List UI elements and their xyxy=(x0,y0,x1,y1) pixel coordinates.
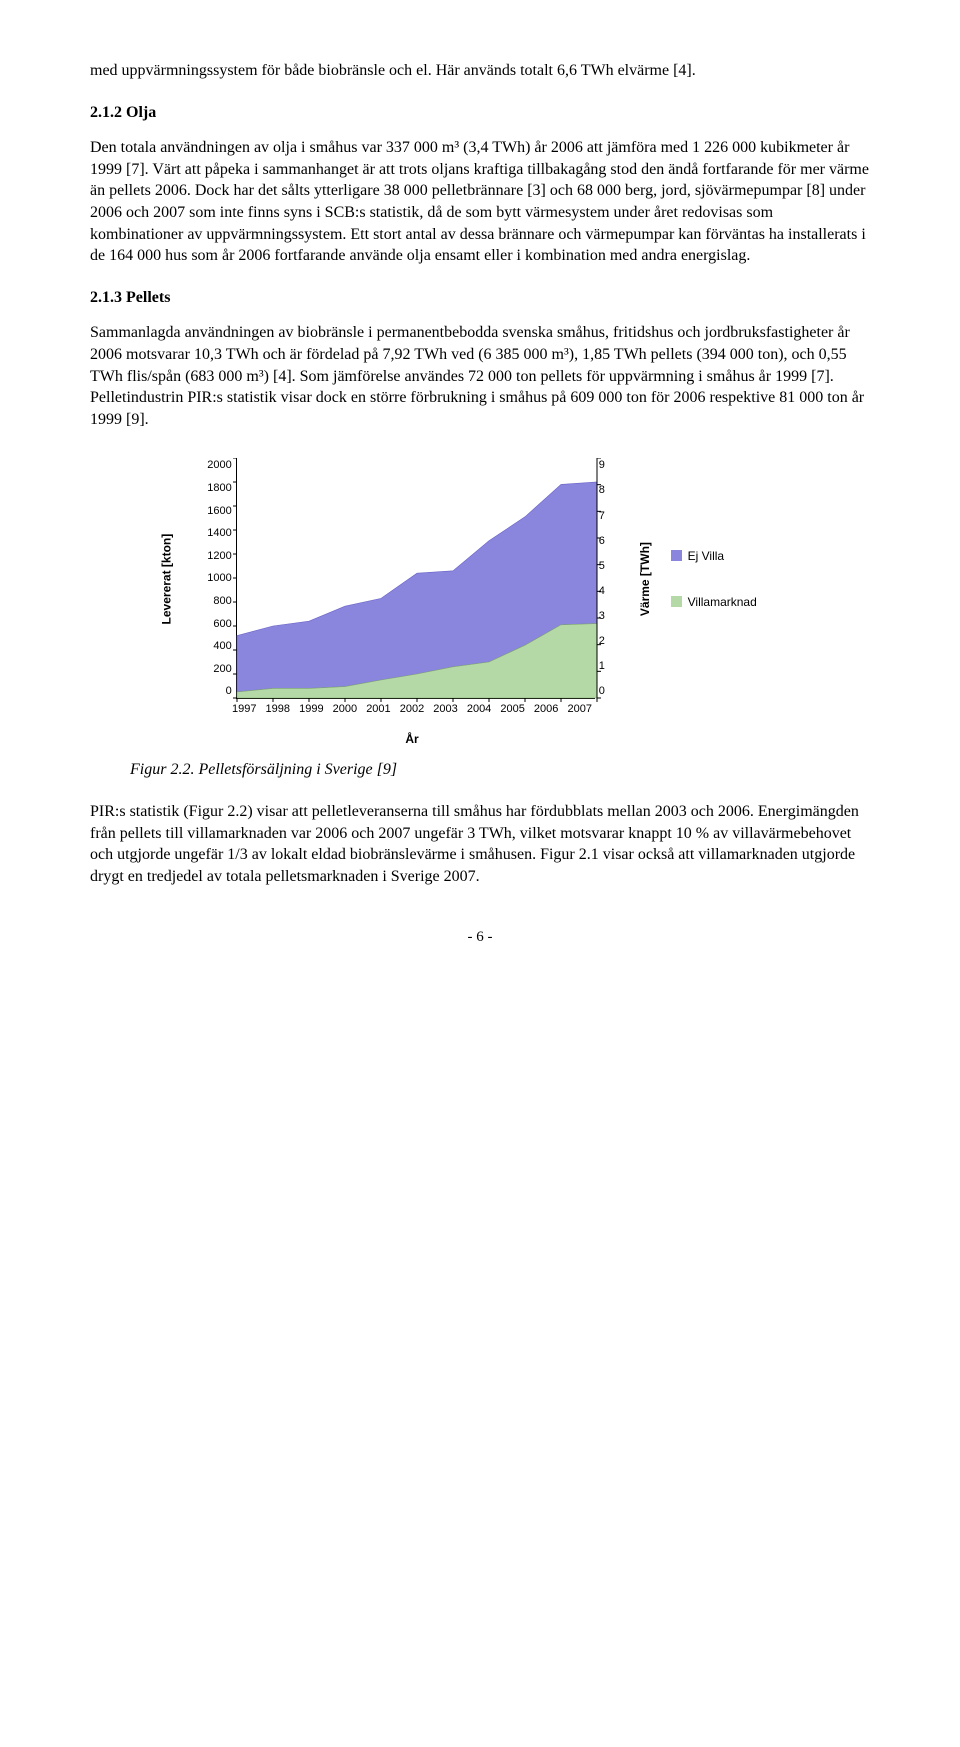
x-tick: 2007 xyxy=(567,702,591,717)
y-tick-left: 800 xyxy=(213,594,231,609)
legend-swatch-ejvilla xyxy=(671,550,682,561)
chart-legend: Ej Villa Villamarknad xyxy=(663,458,780,699)
legend-label-ejvilla: Ej Villa xyxy=(688,548,724,564)
x-tick: 2006 xyxy=(534,702,558,717)
x-tick: 2001 xyxy=(366,702,390,717)
paragraph-pir: PIR:s statistik (Figur 2.2) visar att pe… xyxy=(90,801,870,887)
x-tick: 2004 xyxy=(467,702,491,717)
x-tick: 2005 xyxy=(500,702,524,717)
x-tick: 2003 xyxy=(433,702,457,717)
legend-ej-villa: Ej Villa xyxy=(671,548,780,564)
y-tick-left: 600 xyxy=(213,617,231,632)
x-tick: 1998 xyxy=(266,702,290,717)
y-tick-left: 1400 xyxy=(207,526,231,541)
heading-pellets: 2.1.3 Pellets xyxy=(90,287,870,309)
y-axis-left-label: Levererat [kton] xyxy=(140,458,192,699)
y-tick-left: 400 xyxy=(213,639,231,654)
y-tick-left: 200 xyxy=(213,662,231,677)
y-tick-left: 0 xyxy=(226,684,232,699)
legend-label-villa: Villamarknad xyxy=(688,594,757,610)
y-axis-right-label: Värme [TWh] xyxy=(627,458,663,699)
x-tick: 1999 xyxy=(299,702,323,717)
y-tick-left: 1600 xyxy=(207,504,231,519)
paragraph-olja: Den totala användningen av olja i småhus… xyxy=(90,137,870,267)
paragraph-pellets: Sammanlagda användningen av biobränsle i… xyxy=(90,322,870,430)
x-tick: 2002 xyxy=(400,702,424,717)
y-tick-left: 2000 xyxy=(207,458,231,473)
y-tick-left: 1800 xyxy=(207,481,231,496)
heading-olja: 2.1.2 Olja xyxy=(90,102,870,124)
paragraph-intro: med uppvärmningssystem för både biobräns… xyxy=(90,60,870,82)
pellets-chart: Levererat [kton] 20001800160014001200100… xyxy=(140,458,780,747)
legend-villamarknad: Villamarknad xyxy=(671,594,780,610)
page-number: - 6 - xyxy=(90,927,870,947)
figure-caption: Figur 2.2. Pelletsförsäljning i Sverige … xyxy=(130,759,870,781)
plot-area xyxy=(236,458,595,699)
legend-swatch-villa xyxy=(671,596,682,607)
y-tick-left: 1200 xyxy=(207,549,231,564)
x-tick: 2000 xyxy=(333,702,357,717)
x-axis-label: År xyxy=(232,717,592,747)
y-tick-left: 1000 xyxy=(207,571,231,586)
y-ticks-left: 2000180016001400120010008006004002000 xyxy=(192,458,236,699)
x-tick: 1997 xyxy=(232,702,256,717)
